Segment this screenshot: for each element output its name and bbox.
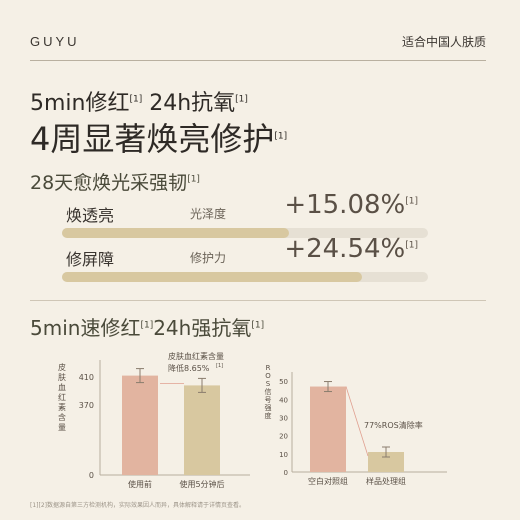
y-axis-label-char: S [266, 380, 271, 388]
headline-line1: 5min修红[1] 24h抗氧[1] [30, 85, 248, 117]
ref-mark: [1] [251, 320, 265, 331]
section1-title: 28天愈焕光采强韧[1] [30, 168, 200, 195]
headline-line2-text: 4周显著焕亮修护 [30, 120, 275, 158]
y-axis-label-char: 信 [265, 387, 272, 396]
metric-sub: 修护力 [190, 251, 227, 265]
y-tick-label: 50 [279, 378, 288, 386]
header-divider [30, 60, 486, 61]
bar [122, 375, 158, 475]
ref-mark: [1] [235, 94, 248, 105]
annotation: 77%ROS清除率 [364, 420, 423, 430]
y-tick-label: 10 [279, 451, 288, 459]
metric-value: +24.54%[1] [284, 234, 418, 264]
y-axis-label-char: 量 [58, 423, 66, 432]
y-tick-label: 0 [284, 469, 288, 477]
y-axis-label-char: 肤 [58, 372, 66, 382]
x-tick-label: 使用5分钟后 [179, 479, 224, 489]
y-axis-label-char: 含 [58, 412, 66, 422]
metric-bar-track [62, 272, 428, 282]
metric-value-text: +15.08% [284, 190, 406, 220]
x-tick-label: 空白对照组 [308, 476, 348, 486]
y-axis-label-char: 红 [58, 392, 66, 402]
section-divider [30, 300, 486, 301]
section1-title-text: 28天愈焕光采强韧 [30, 172, 188, 194]
metric-name: 修屏障 [66, 250, 115, 269]
y-axis-label-char: 度 [265, 411, 272, 420]
section2-title-b-text: 24h强抗氧 [153, 316, 252, 340]
metric-bar-fill [62, 272, 363, 282]
connector-line [345, 386, 369, 457]
y-axis-label-char: 皮 [58, 362, 66, 372]
y-axis-label-char: 素 [58, 402, 66, 412]
bar [184, 385, 220, 475]
ref-mark: [1] [140, 320, 154, 331]
y-tick-label: 410 [79, 373, 94, 382]
y-axis-label-char: 血 [58, 382, 66, 392]
annotation-line1: 皮肤血红素含量 [168, 351, 224, 361]
bar [368, 452, 404, 472]
x-tick-label: 使用前 [128, 479, 152, 489]
y-axis-label-char: O [265, 372, 271, 380]
headline-line1b-text: 24h抗氧 [142, 91, 236, 116]
section2-title-text: 5min速修红 [30, 316, 141, 340]
metric-bar-fill [62, 228, 289, 238]
ref-mark: [1] [405, 196, 418, 207]
y-tick-label: 370 [79, 401, 94, 410]
x-tick-label: 样品处理组 [366, 476, 406, 486]
headline-line1-text: 5min修红 [30, 91, 130, 116]
headline-line2: 4周显著焕亮修护[1] [30, 114, 287, 160]
metric-row-brightness: 焕透亮 光泽度 +15.08%[1] [62, 190, 428, 238]
brand-logo: GUYU [30, 34, 80, 49]
y-tick-label: 30 [279, 414, 288, 422]
y-tick-label: 0 [89, 471, 94, 480]
ref-mark: [1] [216, 363, 223, 369]
section2-title: 5min速修红[1]24h强抗氧[1] [30, 312, 264, 341]
metric-value: +15.08%[1] [284, 190, 418, 220]
metric-name: 焕透亮 [66, 206, 115, 225]
annotation-line2: 降低8.65% [168, 363, 210, 373]
bar [310, 386, 346, 472]
y-axis-label-char: 强 [265, 404, 272, 412]
metric-row-barrier: 修屏障 修护力 +24.54%[1] [62, 234, 428, 282]
footnote: [1][2]数据源自第三方检测机构，实际效果因人而异，具体解释请于详情页查看。 [30, 502, 245, 509]
y-tick-label: 20 [279, 433, 288, 441]
y-tick-label: 40 [279, 396, 288, 404]
ref-mark: [1] [129, 94, 143, 105]
metric-bar-track [62, 228, 428, 238]
y-axis-label-char: R [266, 364, 271, 372]
metric-sub: 光泽度 [190, 207, 227, 221]
ref-mark: [1] [274, 131, 288, 142]
header-tagline: 适合中国人肤质 [401, 35, 486, 49]
metric-value-text: +24.54% [284, 234, 406, 264]
y-axis-label-char: 号 [265, 396, 272, 404]
ref-mark: [1] [405, 240, 418, 251]
ref-mark: [1] [187, 174, 200, 185]
